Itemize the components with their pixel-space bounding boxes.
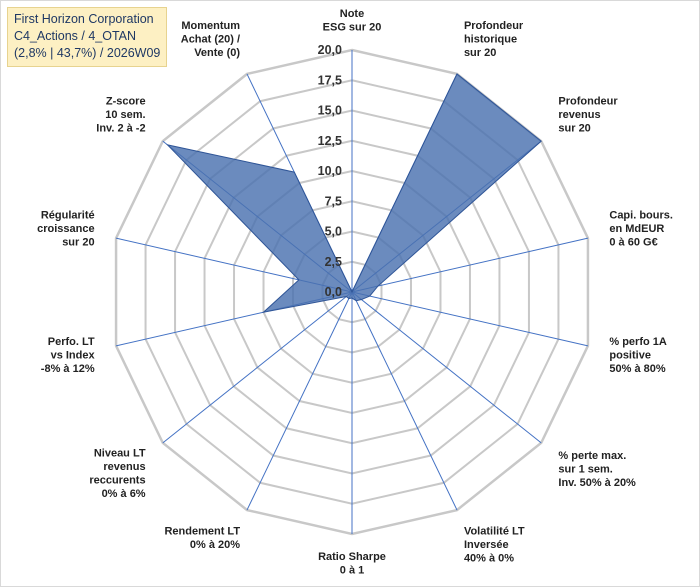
r-tick-label: 15,0 [318, 104, 342, 118]
r-tick-label: 7,5 [325, 194, 342, 208]
axis-label: Ratio Sharpe 0 à 1 [318, 551, 386, 577]
r-tick-label: 5,0 [325, 225, 342, 239]
axis-label: Note ESG sur 20 [323, 8, 382, 34]
axis-label: Volatilité LT Inversée 40% à 0% [464, 525, 525, 564]
r-tick-label: 20,0 [318, 43, 342, 57]
r-tick-label: 17,5 [318, 73, 342, 87]
axis-label: % perte max. sur 1 sem. Inv. 50% à 20% [558, 450, 636, 489]
axis-label: Z-score 10 sem. Inv. 2 à -2 [96, 96, 145, 135]
r-tick-label: 12,5 [318, 134, 342, 148]
chart-title-portfolio: C4_Actions / 4_OTAN [14, 29, 137, 43]
axis-label: Rendement LT 0% à 20% [164, 525, 240, 551]
axis-spoke [351, 237, 589, 293]
chart-title-period: (2,8% | 43,7%) / 2026W09 [14, 46, 161, 60]
axis-spoke [162, 291, 353, 444]
axis-spoke [351, 291, 542, 444]
axis-label: Niveau LT revenus reccurents 0% à 6% [89, 447, 146, 500]
axis-label: Profondeur revenus sur 20 [558, 96, 618, 135]
axis-label: Profondeur historique sur 20 [464, 20, 524, 59]
axis-spoke [351, 291, 458, 511]
r-tick-label: 2,5 [325, 255, 342, 269]
r-tick-label: 0,0 [325, 285, 342, 299]
axis-spoke [246, 291, 353, 511]
axis-label: Momentum Achat (20) / Vente (0) [181, 20, 241, 59]
data-series-area [166, 73, 542, 314]
axis-spoke [351, 291, 589, 347]
chart-title-company: First Horizon Corporation [14, 12, 154, 26]
chart-title-box: First Horizon Corporation C4_Actions / 4… [7, 7, 168, 67]
r-tick-label: 10,0 [318, 164, 342, 178]
axis-label: Capi. bours. en MdEUR 0 à 60 G€ [609, 209, 673, 248]
axis-label: Régularité croissance sur 20 [37, 209, 94, 248]
axis-label: % perfo 1A positive 50% à 80% [609, 336, 667, 375]
axis-label: Perfo. LT vs Index -8% à 12% [41, 336, 96, 375]
